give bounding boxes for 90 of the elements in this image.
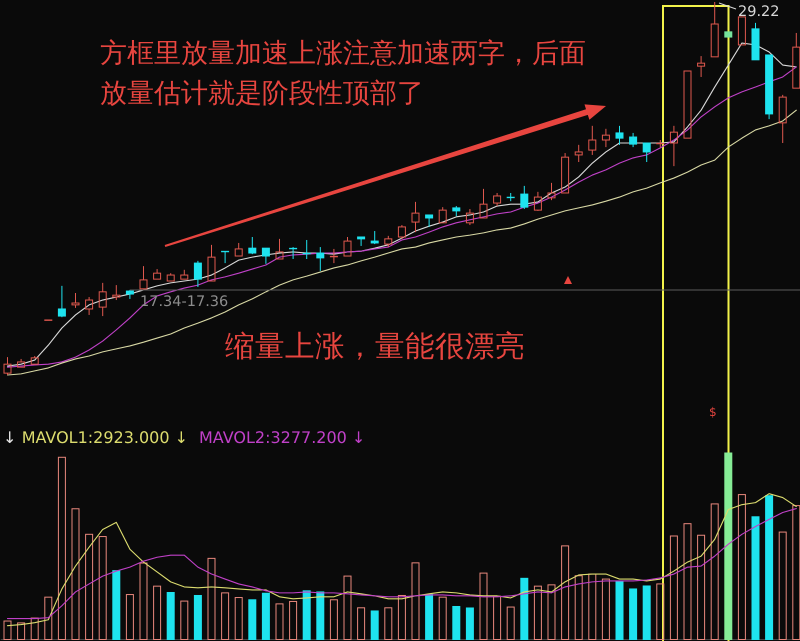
bar	[588, 574, 596, 640]
bar	[466, 607, 474, 640]
bar	[262, 592, 270, 640]
bar	[616, 581, 624, 640]
bar	[724, 452, 732, 640]
bar	[752, 516, 760, 640]
bar	[234, 597, 243, 640]
bar	[194, 594, 202, 640]
bar	[738, 494, 746, 640]
text: $	[709, 405, 717, 419]
bar	[316, 591, 324, 640]
text: ↓	[3, 428, 16, 447]
bar	[370, 610, 379, 640]
annotation: 29.22	[738, 4, 780, 20]
candlestick	[208, 244, 216, 282]
bar	[561, 545, 570, 640]
bar	[602, 578, 610, 640]
bar	[710, 503, 719, 640]
bar	[30, 618, 39, 640]
bar	[126, 594, 134, 640]
annotation: 缩量上涨，量能很漂亮	[225, 329, 525, 363]
candlestick	[425, 214, 434, 228]
bar	[398, 594, 406, 640]
candlestick	[276, 238, 284, 260]
candlestick	[616, 125, 624, 146]
candlestick	[262, 248, 270, 264]
bar	[656, 583, 664, 640]
bar	[4, 620, 12, 640]
bar	[684, 523, 692, 640]
bar	[642, 585, 651, 640]
bar	[697, 534, 706, 640]
bar	[44, 596, 52, 640]
bar	[629, 588, 638, 640]
bar	[17, 622, 26, 640]
bar	[534, 586, 542, 640]
candlestick	[98, 282, 107, 317]
bar	[153, 586, 162, 640]
candlestick	[234, 242, 243, 257]
bar	[506, 606, 515, 640]
candlestick	[710, 2, 719, 58]
candlestick	[738, 16, 746, 46]
candlestick	[588, 125, 596, 156]
candlestick	[752, 22, 760, 60]
candlestick	[480, 188, 488, 218]
bar	[344, 576, 352, 640]
bar	[792, 505, 800, 640]
bar	[166, 592, 175, 640]
bar	[574, 575, 583, 640]
candlestick	[574, 144, 583, 163]
bar	[289, 600, 298, 640]
bar	[248, 599, 256, 640]
bar	[520, 578, 528, 640]
text: MAVOL1:2923.000 ↓	[22, 428, 188, 447]
bar	[357, 607, 366, 640]
bar	[85, 534, 94, 640]
bar	[765, 495, 774, 640]
bar	[778, 532, 787, 640]
candlestick	[357, 236, 366, 246]
bar	[330, 599, 338, 640]
bar	[548, 584, 556, 640]
bar	[452, 606, 460, 640]
bar	[493, 596, 502, 640]
bar	[72, 508, 80, 640]
bar	[302, 590, 311, 640]
candlestick	[642, 142, 651, 163]
bar	[208, 558, 216, 640]
bar	[180, 600, 188, 640]
annotation: 方框里放量加速上涨注意加速两字，后面放量估计就是阶段性顶部了	[100, 38, 586, 109]
candlestick	[412, 201, 420, 233]
bar	[438, 596, 447, 640]
candlestick	[792, 32, 800, 89]
bar	[140, 562, 148, 640]
bar	[221, 592, 230, 640]
candlestick	[316, 246, 324, 272]
candlestick	[288, 246, 298, 260]
candlestick	[302, 239, 312, 260]
bar	[425, 594, 434, 640]
bar	[384, 607, 392, 640]
bar	[98, 536, 107, 640]
text: MAVOL2:3277.200 ↓	[199, 428, 366, 447]
bar	[412, 562, 420, 640]
candlestick	[329, 248, 339, 264]
bar	[670, 535, 678, 640]
candlestick	[724, 31, 732, 38]
candlestick	[697, 56, 706, 78]
bar	[276, 603, 284, 640]
bar	[112, 570, 120, 640]
bar	[480, 572, 488, 640]
candlestick	[684, 70, 692, 139]
bar	[58, 456, 66, 640]
